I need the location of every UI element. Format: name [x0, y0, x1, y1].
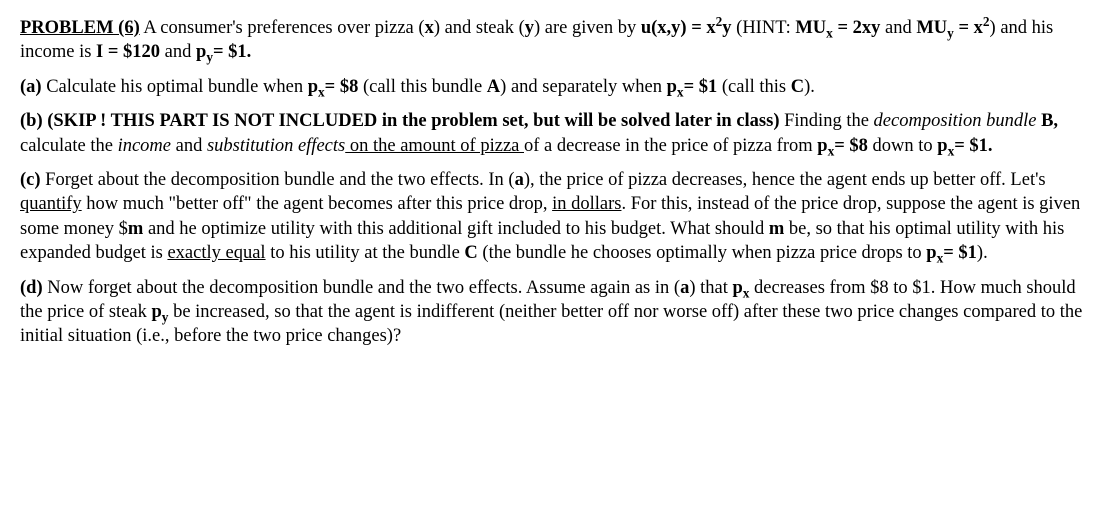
problem-heading: PROBLEM (6)	[20, 18, 140, 38]
part-a: (a) Calculate his optimal bundle when px…	[20, 75, 1100, 99]
problem-intro: PROBLEM (6) A consumer's preferences ove…	[20, 16, 1100, 65]
part-c: (c) Forget about the decomposition bundl…	[20, 168, 1100, 266]
part-d: (d) Now forget about the decomposition b…	[20, 276, 1100, 349]
part-b: (b) (SKIP ! THIS PART IS NOT INCLUDED in…	[20, 109, 1100, 158]
